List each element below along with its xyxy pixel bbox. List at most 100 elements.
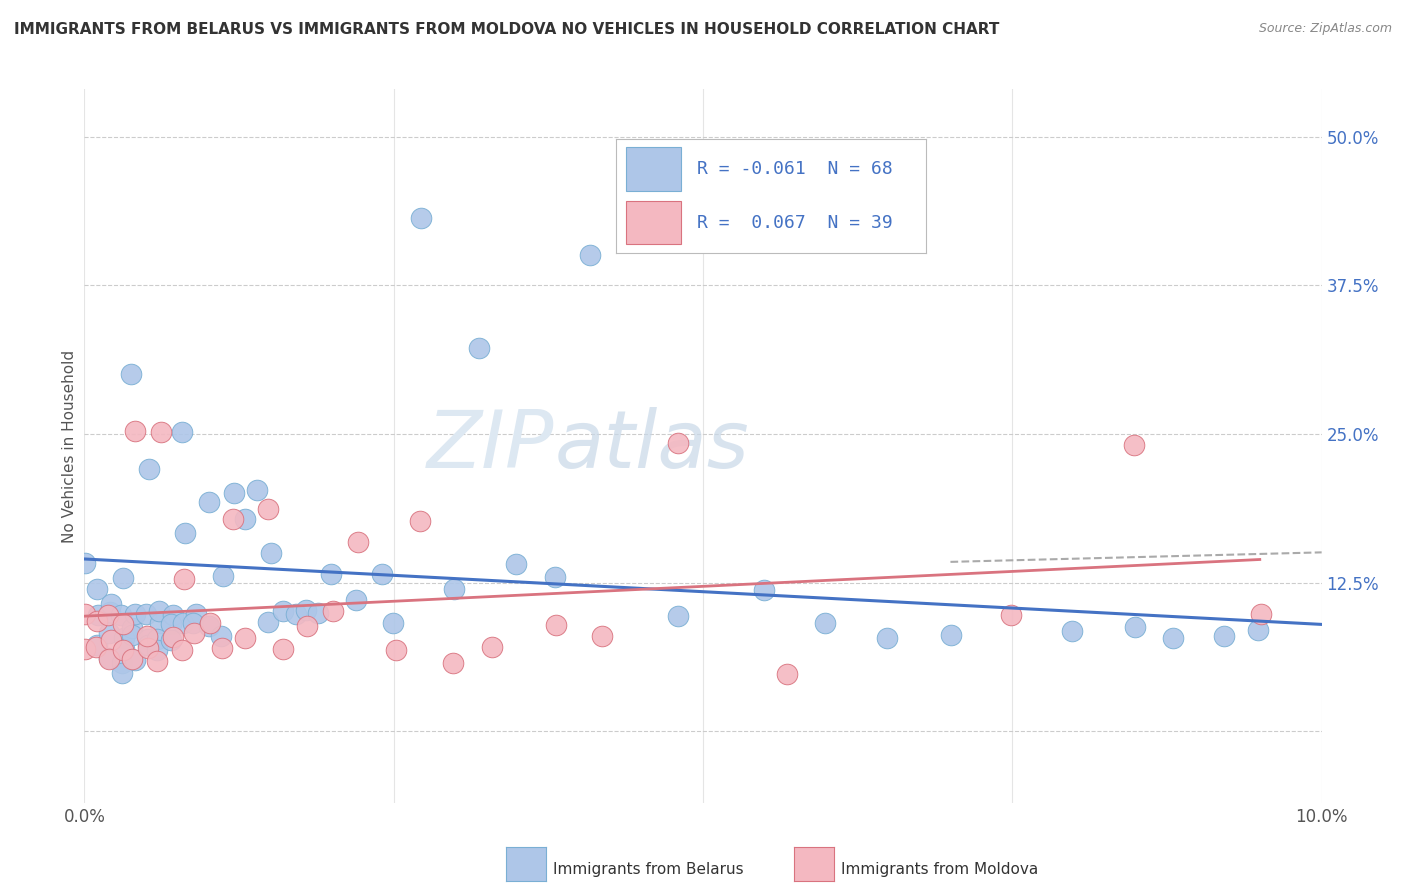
Point — [184, 607, 207, 622]
Point — [344, 593, 367, 607]
Point — [148, 604, 170, 618]
Point — [73, 556, 96, 570]
Point — [468, 341, 491, 355]
Point — [173, 572, 195, 586]
Point — [136, 629, 159, 643]
Point — [1062, 624, 1084, 638]
Point — [222, 486, 245, 500]
Point — [183, 615, 205, 630]
Point — [159, 632, 181, 647]
Point — [173, 525, 195, 540]
Point — [1213, 629, 1236, 643]
Point — [1250, 607, 1272, 622]
Point — [121, 652, 143, 666]
Point — [97, 651, 120, 665]
Point — [382, 615, 405, 630]
Point — [876, 631, 898, 645]
Point — [347, 535, 370, 549]
Point — [579, 248, 602, 262]
Point — [86, 638, 108, 652]
Point — [135, 607, 157, 621]
Y-axis label: No Vehicles in Household: No Vehicles in Household — [62, 350, 77, 542]
Point — [97, 652, 120, 666]
Point — [124, 607, 146, 622]
Point — [75, 642, 97, 657]
Point — [112, 641, 135, 656]
Point — [271, 604, 294, 618]
Point — [172, 616, 194, 631]
Point — [111, 643, 134, 657]
Point — [100, 597, 122, 611]
Point — [111, 571, 134, 585]
Point — [146, 642, 169, 657]
Point — [111, 656, 134, 670]
Point — [544, 617, 567, 632]
Text: Immigrants from Moldova: Immigrants from Moldova — [841, 863, 1038, 877]
Point — [776, 667, 799, 681]
Point — [256, 615, 278, 629]
Point — [544, 570, 567, 584]
Text: ZIP: ZIP — [427, 407, 554, 485]
Point — [87, 608, 110, 623]
Point — [111, 666, 134, 681]
Point — [814, 616, 837, 631]
Point — [98, 605, 121, 619]
Point — [941, 628, 963, 642]
Point — [1122, 438, 1144, 452]
Point — [222, 512, 245, 526]
Point — [124, 424, 146, 438]
Point — [271, 641, 294, 656]
Point — [409, 514, 432, 528]
Text: atlas: atlas — [554, 407, 749, 485]
Point — [295, 619, 318, 633]
Point — [124, 653, 146, 667]
Point — [591, 629, 613, 643]
Point — [197, 495, 219, 509]
Point — [138, 462, 160, 476]
Point — [86, 640, 108, 654]
Point — [1247, 623, 1270, 637]
Point — [752, 583, 775, 598]
Point — [319, 567, 342, 582]
Point — [162, 607, 184, 622]
Point — [183, 626, 205, 640]
Point — [112, 616, 135, 631]
Point — [211, 641, 233, 656]
Text: IMMIGRANTS FROM BELARUS VS IMMIGRANTS FROM MOLDOVA NO VEHICLES IN HOUSEHOLD CORR: IMMIGRANTS FROM BELARUS VS IMMIGRANTS FR… — [14, 22, 1000, 37]
Text: Immigrants from Belarus: Immigrants from Belarus — [553, 863, 744, 877]
Point — [121, 620, 143, 634]
Point — [370, 567, 392, 582]
Point — [149, 616, 172, 631]
Point — [505, 557, 527, 571]
Point — [112, 631, 135, 645]
Point — [197, 619, 219, 633]
Point — [409, 211, 432, 226]
Point — [260, 546, 283, 560]
Point — [294, 603, 316, 617]
Point — [86, 615, 108, 629]
Point — [73, 607, 96, 622]
Point — [233, 631, 256, 645]
Point — [246, 483, 269, 498]
Point — [666, 609, 689, 624]
Point — [233, 512, 256, 526]
Point — [162, 630, 184, 644]
Point — [443, 582, 465, 596]
Point — [307, 606, 329, 620]
Point — [385, 643, 408, 657]
Point — [136, 638, 159, 652]
Point — [1123, 620, 1146, 634]
Point — [121, 628, 143, 642]
Point — [441, 656, 464, 670]
Point — [146, 655, 169, 669]
Point — [86, 582, 108, 596]
Point — [136, 632, 159, 647]
Point — [110, 608, 132, 623]
Point — [481, 640, 503, 654]
Point — [211, 569, 233, 583]
Point — [150, 425, 173, 440]
Point — [198, 615, 221, 630]
Point — [256, 501, 278, 516]
Text: Source: ZipAtlas.com: Source: ZipAtlas.com — [1258, 22, 1392, 36]
Point — [100, 632, 122, 647]
